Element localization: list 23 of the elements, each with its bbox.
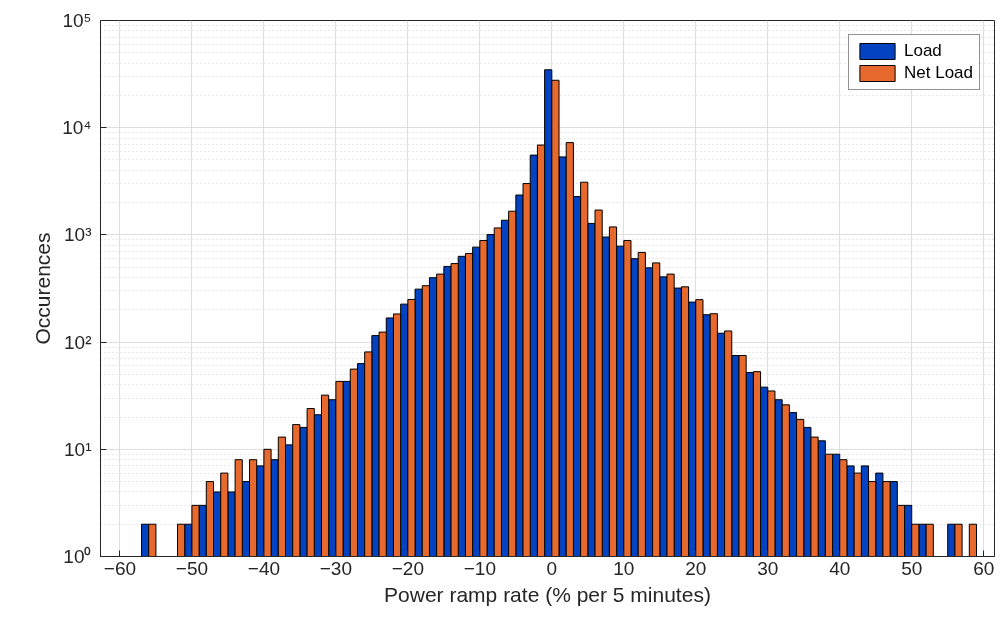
y-tick-label: 10⁴ xyxy=(62,117,92,139)
y-tick-label: 10³ xyxy=(64,224,92,246)
x-tick-label: 10 xyxy=(613,557,635,579)
legend-label: Load xyxy=(904,41,942,61)
x-tick-label: −60 xyxy=(103,557,137,579)
y-axis-title: Occurences xyxy=(31,232,55,345)
legend-label: Net Load xyxy=(904,63,973,83)
x-tick-label: 0 xyxy=(546,557,558,579)
x-tick-label: −50 xyxy=(175,557,209,579)
x-tick-label: −10 xyxy=(463,557,496,579)
x-axis-title: Power ramp rate (% per 5 minutes) xyxy=(384,582,711,606)
x-tick-label: 50 xyxy=(901,557,923,579)
y-tick-label: 10⁰ xyxy=(63,546,92,567)
x-tick-label: −20 xyxy=(391,557,424,579)
y-tick-label: 10² xyxy=(64,331,92,353)
x-tick-label: 30 xyxy=(757,557,779,579)
x-tick-label: 20 xyxy=(685,557,707,579)
x-tick-label: 40 xyxy=(829,557,851,579)
x-tick-label: 60 xyxy=(973,557,995,579)
x-tick-label: −30 xyxy=(319,557,352,579)
y-tick-label: 10⁵ xyxy=(62,10,92,31)
x-tick-label: −40 xyxy=(247,557,281,579)
y-tick-label: 10¹ xyxy=(64,438,92,460)
